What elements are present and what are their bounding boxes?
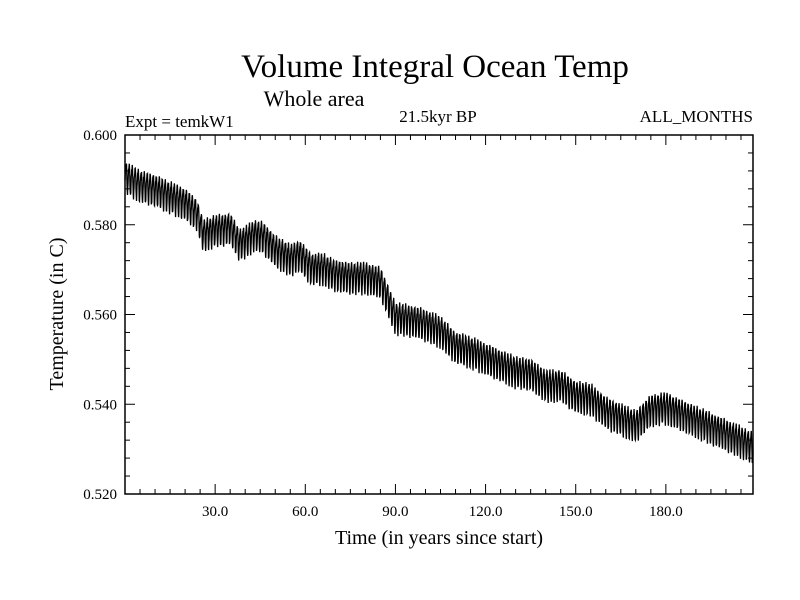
series-line <box>124 163 754 464</box>
period-label: 21.5kyr BP <box>399 107 476 126</box>
x-axis-label: Time (in years since start) <box>335 527 543 549</box>
chart-title: Volume Integral Ocean Temp <box>241 49 629 85</box>
x-tick-label: 150.0 <box>559 504 593 520</box>
x-tick-label: 60.0 <box>292 504 318 520</box>
x-axis-tick-labels: 30.0 60.0 90.0 120.0 150.0 180.0 <box>202 504 683 520</box>
x-tick-label: 90.0 <box>382 504 408 520</box>
x-tick-label: 30.0 <box>202 504 228 520</box>
y-tick-label: 0.600 <box>83 128 117 144</box>
y-tick-label: 0.580 <box>83 218 117 234</box>
x-tick-label: 120.0 <box>469 504 503 520</box>
chart-subtitle: Whole area <box>264 86 365 111</box>
y-axis-tick-labels: 0.520 0.540 0.560 0.580 0.600 <box>83 128 117 503</box>
y-axis-ticks <box>125 152 753 477</box>
x-axis-ticks <box>139 135 742 494</box>
y-tick-label: 0.560 <box>83 308 117 324</box>
x-tick-label: 180.0 <box>649 504 683 520</box>
y-tick-label: 0.520 <box>83 487 117 503</box>
y-axis-label: Temperature (in C) <box>46 238 68 391</box>
y-tick-label: 0.540 <box>83 397 117 413</box>
months-label: ALL_MONTHS <box>640 107 753 126</box>
experiment-label: Expt = temkW1 <box>125 112 234 131</box>
plot-frame <box>124 134 754 495</box>
